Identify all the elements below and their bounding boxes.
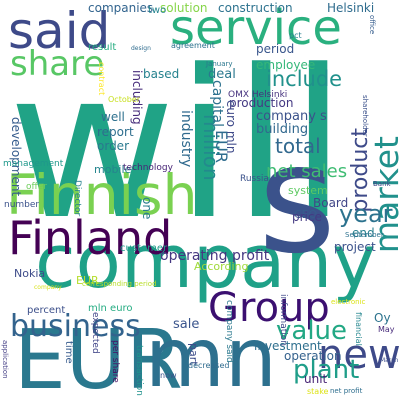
cloud-word: construction <box>218 1 293 15</box>
cloud-word: September <box>345 231 384 239</box>
cloud-word: Oy <box>374 311 391 325</box>
cloud-word: pct <box>289 31 302 40</box>
cloud-word: plant <box>293 355 360 385</box>
cloud-word: company <box>35 219 377 305</box>
cloud-word: value <box>276 316 348 346</box>
cloud-word: Bank <box>373 180 391 188</box>
cloud-word: transaction <box>134 345 144 396</box>
cloud-word: corresponding period <box>82 280 157 288</box>
cloud-word: operating profit <box>160 248 270 264</box>
cloud-word: management <box>3 159 64 169</box>
cloud-word: Finnish <box>6 163 198 227</box>
cloud-word: end <box>352 226 375 240</box>
cloud-word: order <box>97 139 129 153</box>
cloud-word: Group <box>208 285 330 331</box>
cloud-word: shareholder <box>361 95 369 137</box>
cloud-word: companies <box>88 1 154 15</box>
cloud-word: price <box>292 210 322 224</box>
cloud-word: production <box>229 96 294 110</box>
cloud-word: based <box>143 67 180 81</box>
cloud-word: number <box>4 200 40 210</box>
cloud-word: time <box>63 341 74 364</box>
cloud-word: business <box>10 309 141 344</box>
cloud-word: agreement <box>171 41 215 50</box>
cloud-word: company said <box>224 300 234 363</box>
cloud-word: stake <box>307 387 329 396</box>
cloud-word: development <box>9 117 23 197</box>
cloud-word: CEO <box>294 208 318 221</box>
cloud-word: OMX Helsinki <box>228 90 288 100</box>
cloud-word: period <box>256 42 295 56</box>
cloud-word: system <box>288 184 328 197</box>
cloud-word: solution <box>160 1 208 15</box>
cloud-word: EUR <box>76 274 99 287</box>
cloud-word: two <box>148 5 167 16</box>
cloud-word: customer <box>120 243 168 254</box>
cloud-word: offer <box>26 182 47 192</box>
cloud-word: now <box>160 371 177 380</box>
cloud-word: application <box>1 340 9 379</box>
cloud-word: include <box>266 67 343 91</box>
cloud-word: Helsinki <box>327 1 375 15</box>
cloud-word: net sales <box>266 161 348 182</box>
cloud-word: deal <box>208 67 236 82</box>
cloud-word: unit <box>304 372 328 386</box>
cloud-word: investment <box>254 339 322 353</box>
cloud-word: report <box>97 125 134 139</box>
cloud-word: euro mln <box>224 100 238 154</box>
cloud-word: May <box>378 325 395 334</box>
cloud-word: building <box>256 122 309 137</box>
cloud-word: mobile <box>94 163 132 176</box>
cloud-word: mln euro <box>88 303 133 314</box>
cloud-word: company s <box>256 109 327 124</box>
cloud-word: decreased <box>188 361 230 370</box>
cloud-word: employee <box>256 58 316 72</box>
cloud-word: new <box>318 332 400 378</box>
cloud-word: Nokia <box>14 267 46 280</box>
cloud-word: one <box>140 197 154 220</box>
cloud-word: financial <box>354 312 363 346</box>
cloud-word: January <box>206 60 233 68</box>
cloud-word: total <box>275 134 321 158</box>
cloud-word: result <box>88 42 117 53</box>
cloud-word: company <box>34 284 62 291</box>
cloud-word: year <box>339 200 393 228</box>
cloud-word: net profit <box>330 387 363 395</box>
cloud-word: EUR <box>14 313 183 400</box>
cloud-word: said <box>8 2 111 60</box>
cloud-word: information <box>278 294 288 346</box>
cloud-word: operation <box>284 349 342 363</box>
cloud-word: sale <box>173 317 200 332</box>
cloud-word: capital <box>209 80 225 128</box>
cloud-word: per share <box>110 340 120 383</box>
cloud-word: Board <box>313 196 349 210</box>
cloud-word: well <box>101 110 125 124</box>
cloud-word: Director <box>72 180 82 217</box>
cloud-word: s <box>258 113 337 287</box>
cloud-word: Finland <box>8 211 173 265</box>
cloud-word: project <box>334 240 376 254</box>
cloud-word: Russia <box>240 174 269 184</box>
cloud-word: service <box>170 0 342 56</box>
cloud-word: electronic <box>331 298 366 306</box>
cloud-word: will <box>8 27 347 265</box>
cloud-word: share <box>10 44 105 84</box>
cloud-word: mn <box>145 311 277 400</box>
cloud-word: March <box>380 357 399 364</box>
cloud-word: percent <box>27 305 66 316</box>
cloud-word: design <box>131 45 151 52</box>
cloud-word: October <box>108 95 141 104</box>
cloud-word: expected <box>90 312 100 354</box>
cloud-word: industry <box>178 110 194 168</box>
cloud-word: contract <box>97 62 106 96</box>
cloud-word: technology <box>123 163 173 173</box>
cloud-word: office <box>368 15 376 35</box>
cloud-word: According <box>194 260 249 273</box>
